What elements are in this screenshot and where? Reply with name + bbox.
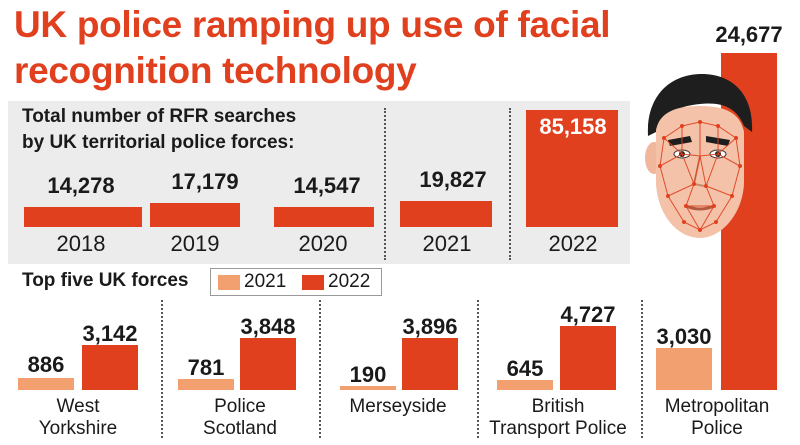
force-name-line-2: Police — [691, 418, 743, 439]
separator — [641, 300, 643, 438]
legend-label-2021: 2021 — [244, 271, 287, 292]
chart-title: UK police ramping up use of facial recog… — [14, 2, 611, 94]
eyebrow — [668, 136, 692, 146]
force-name-line-1: Metropolitan — [664, 396, 770, 417]
separator — [477, 300, 479, 438]
legend — [210, 268, 382, 296]
force-name-line-2: Scotland — [203, 418, 277, 439]
force-name-line-1: Police — [214, 396, 266, 417]
subtitle-line-2: by UK territorial police forces: — [22, 132, 295, 153]
force-name-line-1: Merseyside — [349, 396, 447, 417]
forces-heading: Top five UK forces — [22, 270, 189, 291]
separator — [509, 108, 511, 260]
force-name: Police Scotland — [162, 396, 318, 440]
value-label: 645 — [506, 356, 544, 381]
bar-2022 — [526, 110, 618, 227]
bar-police-scotland-2022 — [240, 338, 296, 390]
value-label: 3,030 — [656, 324, 712, 349]
value-label: 85,158 — [539, 114, 607, 139]
mesh-nodes — [658, 120, 742, 232]
bar-west-yorkshire-2022 — [82, 345, 138, 390]
value-label: 14,547 — [293, 173, 361, 198]
force-name-line-2: Transport Police — [489, 418, 627, 439]
force-name: West Yorkshire — [0, 396, 156, 440]
legend-swatch-2022 — [302, 275, 324, 290]
force-name-line-2: Yorkshire — [38, 418, 118, 439]
yearly-subtitle: Total number of RFR searches by UK terri… — [22, 104, 296, 156]
bar-2018 — [24, 207, 142, 227]
force-name-line-1: British — [531, 396, 585, 417]
bar-merseyside-2021 — [340, 386, 396, 390]
value-label: 14,278 — [47, 173, 115, 198]
bar-west-yorkshire-2021 — [18, 378, 74, 390]
value-label: 19,827 — [419, 167, 487, 192]
year-label: 2019 — [170, 231, 220, 256]
year-label: 2018 — [56, 231, 106, 256]
force-name: Metropolitan Police — [642, 396, 792, 440]
separator — [319, 300, 321, 438]
separator — [384, 108, 386, 260]
value-label: 886 — [27, 352, 65, 377]
year-label: 2022 — [548, 231, 598, 256]
force-name: British Transport Police — [470, 396, 646, 440]
legend-label-2022: 2022 — [328, 271, 371, 292]
bar-2020 — [274, 207, 374, 227]
bar-metropolitan-2021 — [656, 348, 712, 390]
mouth — [685, 204, 715, 211]
year-label: 2020 — [298, 231, 348, 256]
title-line-2: recognition technology — [14, 50, 417, 91]
value-label: 4,727 — [560, 302, 616, 327]
bar-2021 — [400, 201, 492, 227]
hair — [647, 74, 753, 136]
subtitle-line-1: Total number of RFR searches — [22, 106, 297, 127]
separator — [161, 300, 163, 438]
bar-2019 — [150, 203, 240, 227]
bar-merseyside-2022 — [402, 338, 458, 390]
value-label: 24,677 — [715, 22, 783, 47]
value-label: 190 — [349, 362, 387, 387]
value-label: 3,896 — [402, 314, 458, 339]
force-name: Merseyside — [320, 396, 476, 418]
face-scan-illustration — [645, 74, 753, 238]
value-label: 17,179 — [171, 169, 239, 194]
bar-btp-2021 — [497, 380, 553, 390]
year-label: 2021 — [422, 231, 472, 256]
bar-police-scotland-2021 — [178, 379, 234, 390]
force-name-line-1: West — [56, 396, 100, 417]
value-label: 781 — [187, 355, 225, 380]
bar-btp-2022 — [560, 326, 616, 390]
value-label: 3,848 — [240, 314, 296, 339]
value-label: 3,142 — [82, 321, 138, 346]
legend-swatch-2021 — [218, 275, 240, 290]
title-line-1: UK police ramping up use of facial — [14, 4, 611, 45]
